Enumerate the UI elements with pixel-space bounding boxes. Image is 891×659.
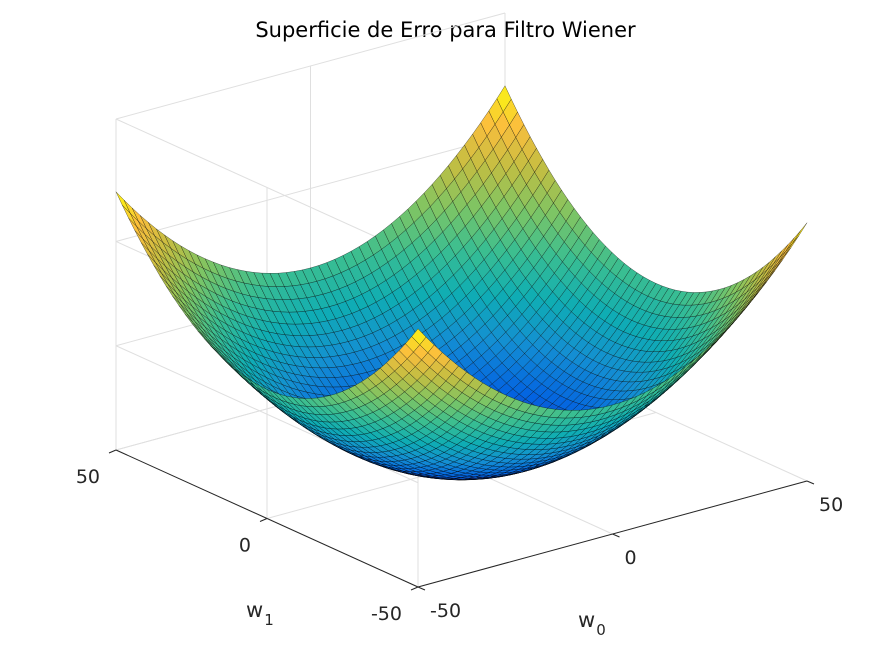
y-tick: [259, 518, 268, 522]
chart-title: Superficie de Erro para Filtro Wiener: [255, 18, 636, 42]
y-axis-label-subscript: 1: [264, 611, 274, 629]
x-axis-label-subscript: 0: [596, 621, 606, 639]
grid-line: [115, 12, 506, 120]
y-tick-label: 50: [76, 466, 100, 488]
x-tick: [417, 586, 426, 591]
x-tick: [612, 533, 620, 538]
grid-line: [115, 118, 419, 257]
x-axis-label: w0: [578, 608, 606, 639]
y-tick: [108, 449, 117, 454]
x-tick-label: 0: [625, 547, 637, 569]
surface-patch: [784, 235, 800, 256]
surface: [115, 85, 808, 481]
surface-patch: [786, 230, 801, 251]
y-tick: [410, 586, 419, 591]
y-tick-label: -50: [371, 603, 402, 625]
y-axis-label: w1: [246, 598, 274, 629]
surface-patch: [779, 237, 795, 258]
x-tick-label: 50: [819, 494, 843, 516]
surface-patch: [792, 222, 808, 244]
grid-line: [115, 134, 506, 242]
y-tick-label: 0: [239, 535, 251, 557]
x-tick-label: -50: [430, 600, 461, 622]
x-tick: [806, 480, 815, 485]
axes: -50 0 50 -50 0 50: [76, 449, 843, 625]
surface-patch: [115, 191, 131, 214]
